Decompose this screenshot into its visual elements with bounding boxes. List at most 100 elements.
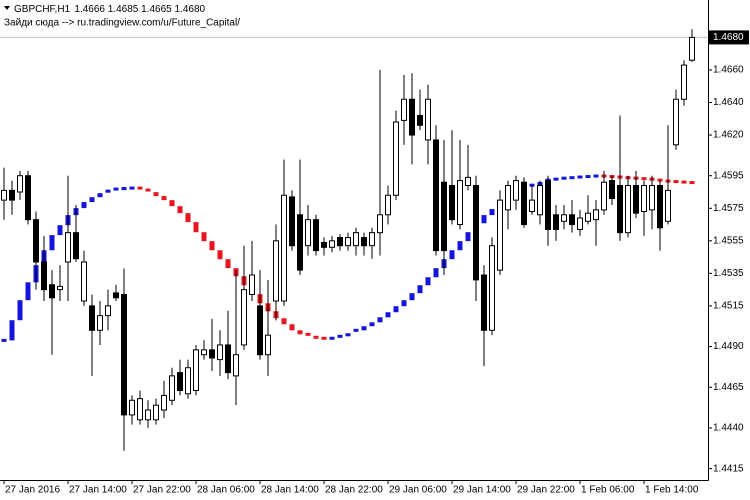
indicator-segment [57, 225, 63, 236]
x-tick-label: 27 Jan 22:00 [133, 485, 191, 496]
indicator-segment [417, 285, 423, 294]
candle-body [449, 184, 455, 221]
indicator-segment [161, 196, 167, 201]
current-price-tag [709, 30, 749, 45]
candle-body [217, 344, 223, 361]
menu-arrow[interactable] [4, 6, 10, 10]
x-tick-label: 27 Jan 14:00 [69, 485, 127, 496]
candle-body [521, 181, 527, 226]
indicator-segment [689, 181, 695, 185]
candle-body [169, 375, 175, 401]
candle-body [97, 315, 103, 331]
indicator-segment [209, 241, 215, 251]
indicator-segment [297, 330, 303, 335]
candle-body [553, 214, 559, 230]
candle-body [465, 176, 471, 186]
candle-body [425, 98, 431, 141]
candle-body [473, 184, 479, 281]
y-tick-label: 1.4555 [713, 235, 744, 246]
indicator-segment [289, 324, 295, 331]
indicator-segment [481, 215, 487, 224]
candle-body [25, 175, 31, 221]
candle-body [257, 305, 263, 356]
indicator-segment [185, 213, 191, 223]
indicator-segment [1, 338, 7, 342]
candle-body [489, 245, 495, 331]
indicator-segment [369, 322, 375, 327]
candle-body [89, 305, 95, 331]
x-tick-label: 28 Jan 06:00 [197, 485, 255, 496]
annotation: Зайди сюда --> ru.tradingview.com/u/Futu… [4, 18, 240, 29]
candle-body [57, 285, 63, 291]
indicator-segment [305, 332, 311, 336]
indicator-segment [433, 268, 439, 278]
indicator-segment [345, 333, 351, 337]
candle-body [233, 354, 239, 377]
x-tick-label: 27 Jan 2016 [5, 485, 60, 496]
candle-body [225, 344, 231, 374]
indicator-segment [553, 177, 559, 181]
candle-body [193, 349, 199, 392]
candle-body [81, 261, 87, 302]
y-tick-label: 1.4660 [713, 65, 744, 76]
candle-body [433, 139, 439, 252]
candle-body [385, 194, 391, 216]
indicator-segment [113, 187, 119, 191]
candle-body [569, 214, 575, 226]
indicator-segment [673, 180, 679, 184]
indicator-segment [681, 180, 687, 184]
candle-body [113, 292, 119, 299]
candle-body [689, 36, 695, 61]
indicator-segment [153, 192, 159, 197]
candle-body [545, 180, 551, 230]
indicator-segment [193, 222, 199, 233]
candle-body [185, 367, 191, 395]
y-tick-label: 1.4620 [713, 130, 744, 141]
candle-body [641, 184, 647, 213]
candle-body [241, 289, 247, 346]
indicator-segment [657, 178, 663, 182]
indicator-segment [409, 293, 415, 301]
indicator-segment [425, 277, 431, 286]
y-tick-label: 1.4575 [713, 203, 744, 214]
y-tick-label: 1.4490 [713, 341, 744, 352]
indicator-segment [489, 209, 495, 216]
indicator-segment [89, 197, 95, 203]
indicator-segment [385, 312, 391, 318]
candle-body [49, 284, 55, 299]
candle-body [585, 212, 591, 222]
indicator-segment [321, 336, 327, 340]
chart-header: GBPCHF,H1 1.4666 1.4685 1.4665 1.4680 [14, 4, 206, 15]
x-tick-label: 28 Jan 14:00 [261, 485, 319, 496]
chart-title: GBPCHF,H1 [14, 4, 71, 15]
candle-body [305, 219, 311, 247]
indicator-segment [49, 235, 55, 251]
current-price-label: 1.4680 [713, 32, 744, 43]
y-tick-label: 1.4440 [713, 423, 744, 434]
indicator-segment [105, 189, 111, 193]
indicator-segment [353, 328, 359, 332]
candle-body [137, 398, 143, 421]
candle-body [617, 184, 623, 234]
y-tick-label: 1.4415 [713, 463, 744, 474]
candle-body [297, 214, 303, 271]
candle-body [417, 115, 423, 126]
indicator-segment [569, 176, 575, 180]
candle-body [273, 240, 279, 302]
indicator-segment [177, 206, 183, 214]
indicator-segment [585, 175, 591, 179]
indicator-segment [393, 306, 399, 313]
candle-body [281, 194, 287, 302]
candle-body [329, 240, 335, 248]
candle-body [129, 399, 135, 416]
candle-body [393, 121, 399, 196]
indicator-segment [361, 326, 367, 331]
candle-body [33, 219, 39, 263]
candle-body [681, 64, 687, 100]
indicator-segment [449, 250, 455, 260]
candle-body [121, 294, 127, 416]
candle-body [177, 372, 183, 392]
candle-body [561, 214, 567, 222]
